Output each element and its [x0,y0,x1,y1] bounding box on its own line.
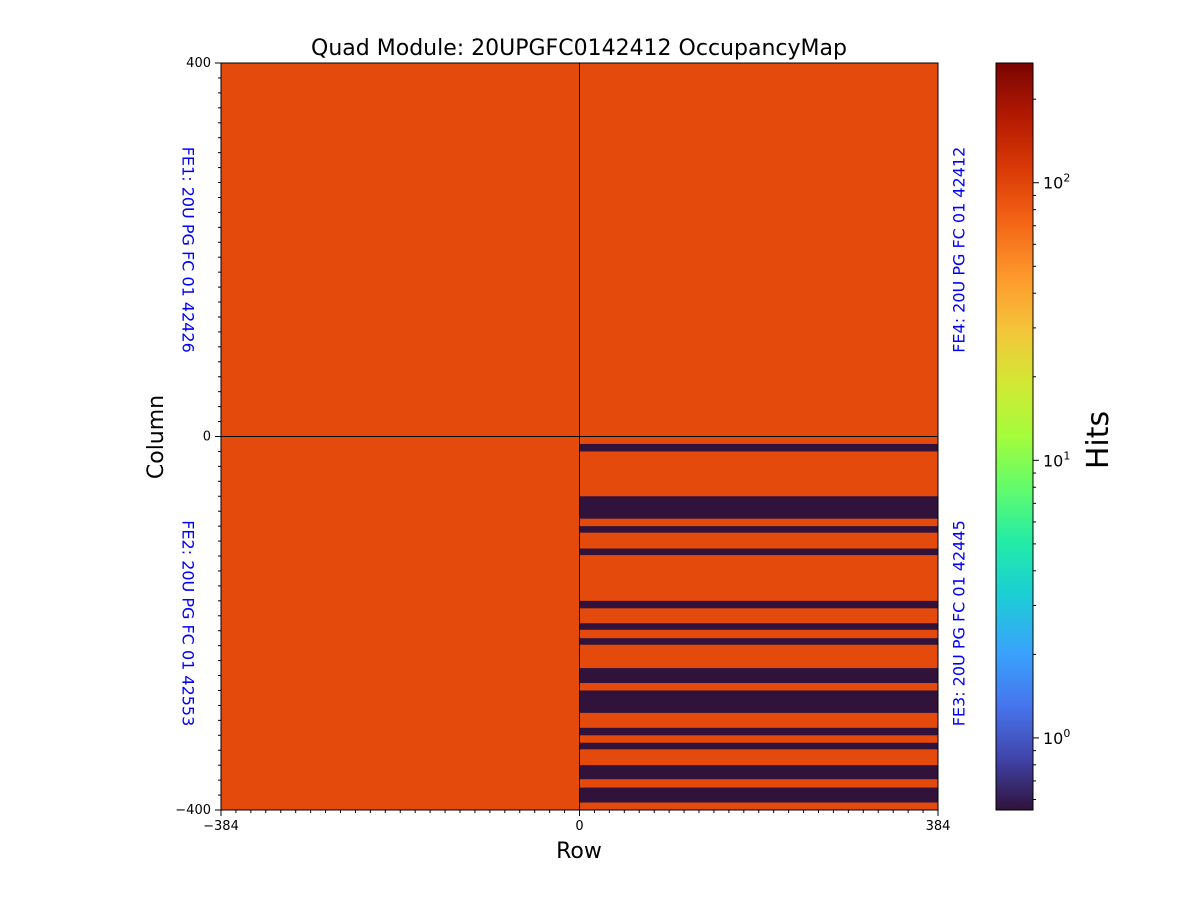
dead-band [579,690,938,713]
y-tick-label: 400 [186,56,211,71]
frontend-region [221,436,580,810]
dead-band [579,526,938,533]
frontend-label: FE1: 20U PG FC 01 42426 [179,147,198,353]
frontend-region [579,63,938,437]
x-tick-label: −384 [203,819,239,834]
x-axis-ticks: −384 0 384 [203,810,950,834]
x-tick-label: 0 [575,819,583,834]
heatmap-area [221,63,938,810]
colorbar-label: Hits [1081,411,1116,469]
colorbar-tick-label: 100 [1043,727,1070,748]
y-axis-label: Column [144,395,169,479]
frontend-label: FE4: 20U PG FC 01 42412 [950,147,969,353]
frontend-labels: FE1: 20U PG FC 01 42426 FE2: 20U PG FC 01… [179,147,969,727]
dead-band [579,496,938,519]
frontend-label: FE3: 20U PG FC 01 42445 [950,520,969,726]
colorbar-tick-label: 101 [1043,449,1070,470]
dead-band [579,600,938,609]
dead-band [579,765,938,780]
dead-band [579,742,938,750]
dead-band [579,548,938,556]
colorbar-ticks: 100 101 102 [1033,98,1070,801]
dead-band [579,668,938,684]
x-tick-label: 384 [926,819,951,834]
dead-band [579,638,938,645]
colorbar [995,62,1034,811]
x-axis-label: Row [556,839,602,864]
dead-band [579,623,938,630]
colorbar-tick-label: 102 [1043,172,1070,193]
frontend-region [221,63,580,437]
frontend-label: FE2: 20U PG FC 01 42553 [179,520,198,726]
y-axis-ticks: 400 0 −400 [175,56,221,818]
dead-band [579,787,938,803]
dead-band [579,727,938,736]
y-tick-label: 0 [203,430,211,445]
y-tick-label: −400 [175,803,211,818]
dead-band [579,443,938,452]
chart-title: Quad Module: 20UPGFC0142412 OccupancyMap [311,36,847,61]
